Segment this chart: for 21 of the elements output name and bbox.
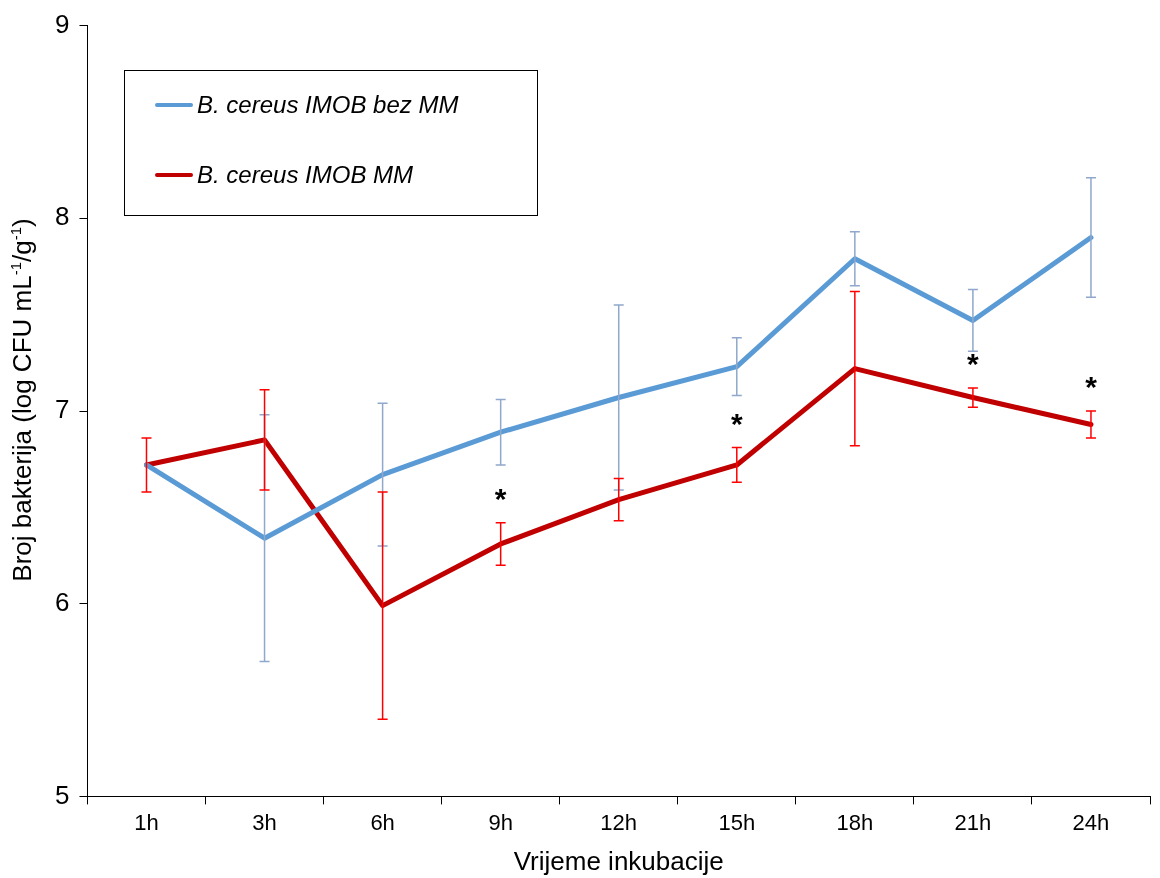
- legend-label: B. cereus IMOB bez MM: [197, 91, 459, 119]
- annotation: *: [730, 406, 743, 440]
- annotation: *: [494, 482, 507, 516]
- x-tick-label: 18h: [836, 809, 874, 835]
- y-tick-label: 6: [54, 586, 70, 617]
- x-tick-label: 3h: [252, 809, 277, 835]
- annotation: *: [967, 347, 980, 381]
- y-tick-label: 5: [54, 779, 70, 810]
- x-axis-title: Vrijeme inkubacije: [513, 845, 724, 876]
- x-tick-label: 15h: [718, 809, 756, 835]
- x-tick-label: 6h: [370, 809, 395, 835]
- x-tick-label: 9h: [488, 809, 513, 835]
- y-tick-label: 7: [54, 394, 70, 425]
- y-tick-label: 8: [54, 201, 70, 232]
- x-tick-label: 1h: [134, 809, 159, 835]
- x-tick-label: 21h: [954, 809, 992, 835]
- y-tick-label: 9: [54, 8, 70, 39]
- x-tick-label: 12h: [600, 809, 638, 835]
- x-tick-label: 24h: [1072, 809, 1110, 835]
- legend-label: B. cereus IMOB MM: [197, 161, 414, 189]
- annotation: *: [1085, 370, 1098, 404]
